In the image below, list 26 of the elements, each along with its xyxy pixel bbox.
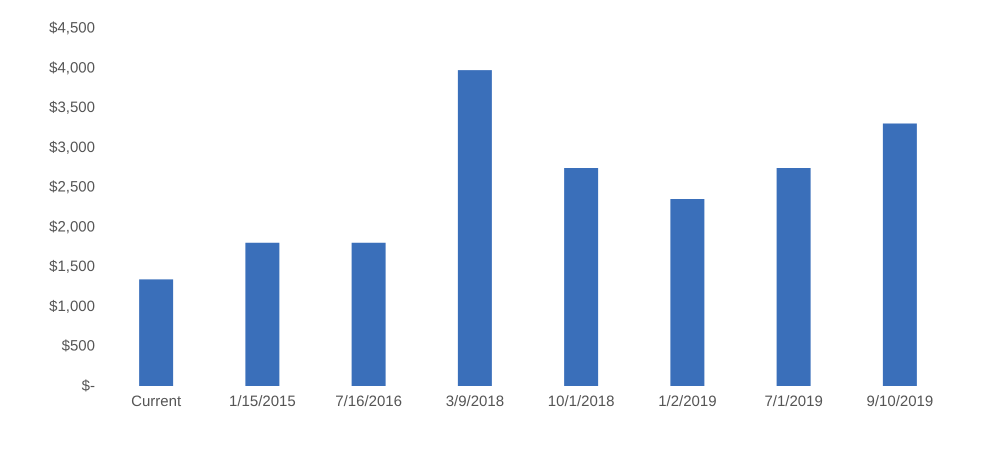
y-tick-label: $500	[62, 338, 95, 355]
bar	[564, 168, 598, 386]
x-tick-label: 10/1/2018	[548, 393, 614, 410]
y-tick-label: $2,500	[49, 178, 95, 196]
y-tick-label: $2,000	[49, 218, 95, 236]
bar	[352, 242, 386, 386]
y-tick-label: $1,000	[49, 298, 95, 315]
y-tick-label: $-	[82, 378, 95, 394]
x-tick-label: 7/1/2019	[764, 393, 823, 410]
y-tick-label: $3,000	[49, 138, 95, 156]
bar	[139, 279, 174, 386]
y-tick-label: $1,500	[49, 258, 95, 276]
x-tick-label: Current	[131, 393, 182, 410]
y-tick-label: $4,500	[49, 20, 95, 36]
bar	[458, 70, 492, 386]
y-tick-label: $4,000	[49, 59, 95, 76]
x-tick-label: 3/9/2018	[446, 393, 504, 410]
bar	[882, 123, 917, 386]
x-tick-label: 9/10/2019	[866, 393, 934, 410]
x-tick-label: 1/2/2019	[658, 393, 717, 410]
bar	[776, 168, 811, 386]
x-tick-label: 1/15/2015	[229, 393, 296, 410]
bar	[670, 199, 704, 386]
bar	[245, 242, 280, 386]
x-tick-label: 7/16/2016	[335, 393, 402, 410]
y-tick-label: $3,500	[49, 99, 95, 116]
